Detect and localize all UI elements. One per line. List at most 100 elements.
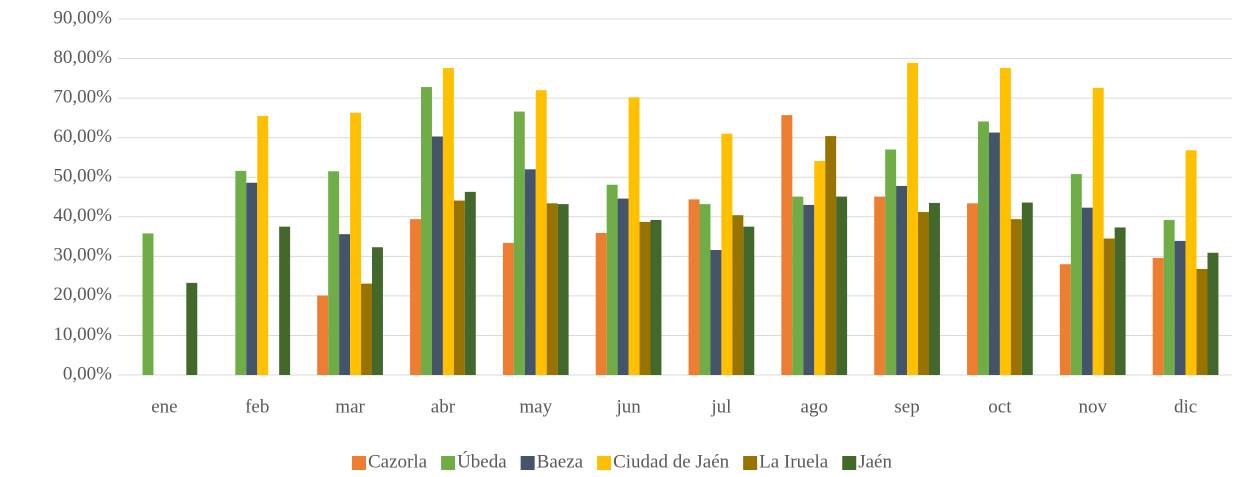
bar — [371, 247, 383, 375]
bar — [524, 169, 536, 375]
bar — [235, 170, 247, 375]
bar — [836, 196, 848, 375]
bar — [803, 204, 815, 375]
legend-swatch — [743, 456, 758, 470]
x-tick-label: jul — [710, 396, 731, 417]
bar — [317, 295, 329, 375]
bar — [1021, 202, 1033, 375]
bar — [1185, 150, 1197, 375]
bar — [1070, 174, 1082, 375]
x-tick-label: sep — [894, 396, 919, 417]
bar — [606, 184, 618, 375]
bar — [431, 136, 443, 375]
y-tick-label: 50,00% — [53, 166, 112, 187]
bar — [988, 132, 1000, 375]
legend-label: Ciudad de Jaén — [613, 451, 730, 472]
legend-swatch — [597, 456, 612, 470]
bar — [628, 97, 640, 375]
y-tick-label: 20,00% — [53, 284, 112, 305]
bar — [361, 283, 372, 375]
y-tick-label: 40,00% — [53, 205, 112, 226]
bar — [1196, 268, 1208, 375]
bar — [710, 250, 722, 375]
bar — [721, 133, 733, 375]
bar — [617, 198, 629, 375]
y-tick-label: 90,00% — [53, 7, 112, 28]
bar — [513, 111, 525, 375]
bar — [792, 196, 804, 375]
bar — [1010, 219, 1022, 375]
bar — [688, 199, 700, 375]
bar — [421, 87, 432, 375]
bar — [885, 149, 897, 375]
bar — [1081, 207, 1093, 375]
bar — [918, 212, 929, 375]
legend-swatch — [351, 456, 366, 470]
bar — [825, 136, 837, 375]
x-tick-label: mar — [335, 396, 365, 417]
x-tick-label: ene — [151, 396, 177, 417]
bar — [732, 215, 744, 375]
bar — [1152, 257, 1164, 375]
bar — [257, 115, 269, 376]
legend-label: Baeza — [537, 451, 584, 472]
bar — [246, 182, 258, 375]
bar — [328, 171, 340, 375]
x-tick-label: feb — [245, 396, 269, 417]
legend-label: La Iruela — [759, 451, 829, 472]
legend-swatch — [520, 456, 535, 470]
bar — [967, 203, 979, 375]
bar — [896, 185, 908, 375]
bar — [1174, 240, 1186, 375]
legend-swatch — [441, 456, 456, 470]
bar — [639, 221, 651, 375]
bar — [142, 233, 154, 375]
y-tick-label: 80,00% — [53, 47, 112, 68]
bar — [557, 204, 569, 375]
legend-swatch — [842, 456, 857, 470]
y-tick-label: 60,00% — [53, 126, 112, 147]
bar — [874, 196, 886, 375]
bar — [699, 204, 711, 375]
x-tick-label: dic — [1174, 396, 1197, 417]
bar — [442, 68, 454, 375]
x-tick-label: may — [519, 396, 552, 417]
bar — [907, 62, 919, 375]
bar — [1103, 238, 1115, 375]
bar — [546, 203, 558, 375]
legend-label: Cazorla — [368, 451, 428, 472]
bar — [978, 121, 989, 376]
bar — [1207, 252, 1219, 375]
bar — [453, 200, 465, 375]
bar — [1163, 219, 1175, 375]
bar — [410, 219, 422, 375]
x-tick-label: jun — [615, 396, 641, 417]
legend-label: Úbeda — [457, 450, 507, 472]
bar — [350, 112, 362, 375]
bar — [502, 242, 514, 375]
x-tick-label: oct — [988, 396, 1012, 417]
bar — [535, 90, 547, 375]
y-tick-label: 30,00% — [53, 245, 112, 266]
bar — [339, 234, 351, 375]
legend-label: Jaén — [858, 451, 892, 472]
bar — [928, 202, 940, 375]
y-tick-label: 10,00% — [53, 324, 112, 345]
bar — [279, 226, 291, 375]
bar — [814, 161, 826, 375]
bar — [1114, 227, 1126, 375]
bar — [464, 191, 476, 375]
bar — [781, 115, 793, 376]
bar — [1092, 87, 1104, 376]
bar — [595, 232, 607, 375]
bar — [186, 282, 198, 375]
y-tick-label: 0,00% — [63, 363, 112, 384]
y-tick-label: 70,00% — [53, 86, 112, 107]
x-tick-label: nov — [1079, 396, 1108, 417]
bar — [999, 68, 1011, 375]
x-tick-label: ago — [801, 396, 828, 417]
x-tick-label: abr — [431, 396, 456, 417]
bar — [743, 226, 755, 375]
bar — [650, 219, 662, 375]
